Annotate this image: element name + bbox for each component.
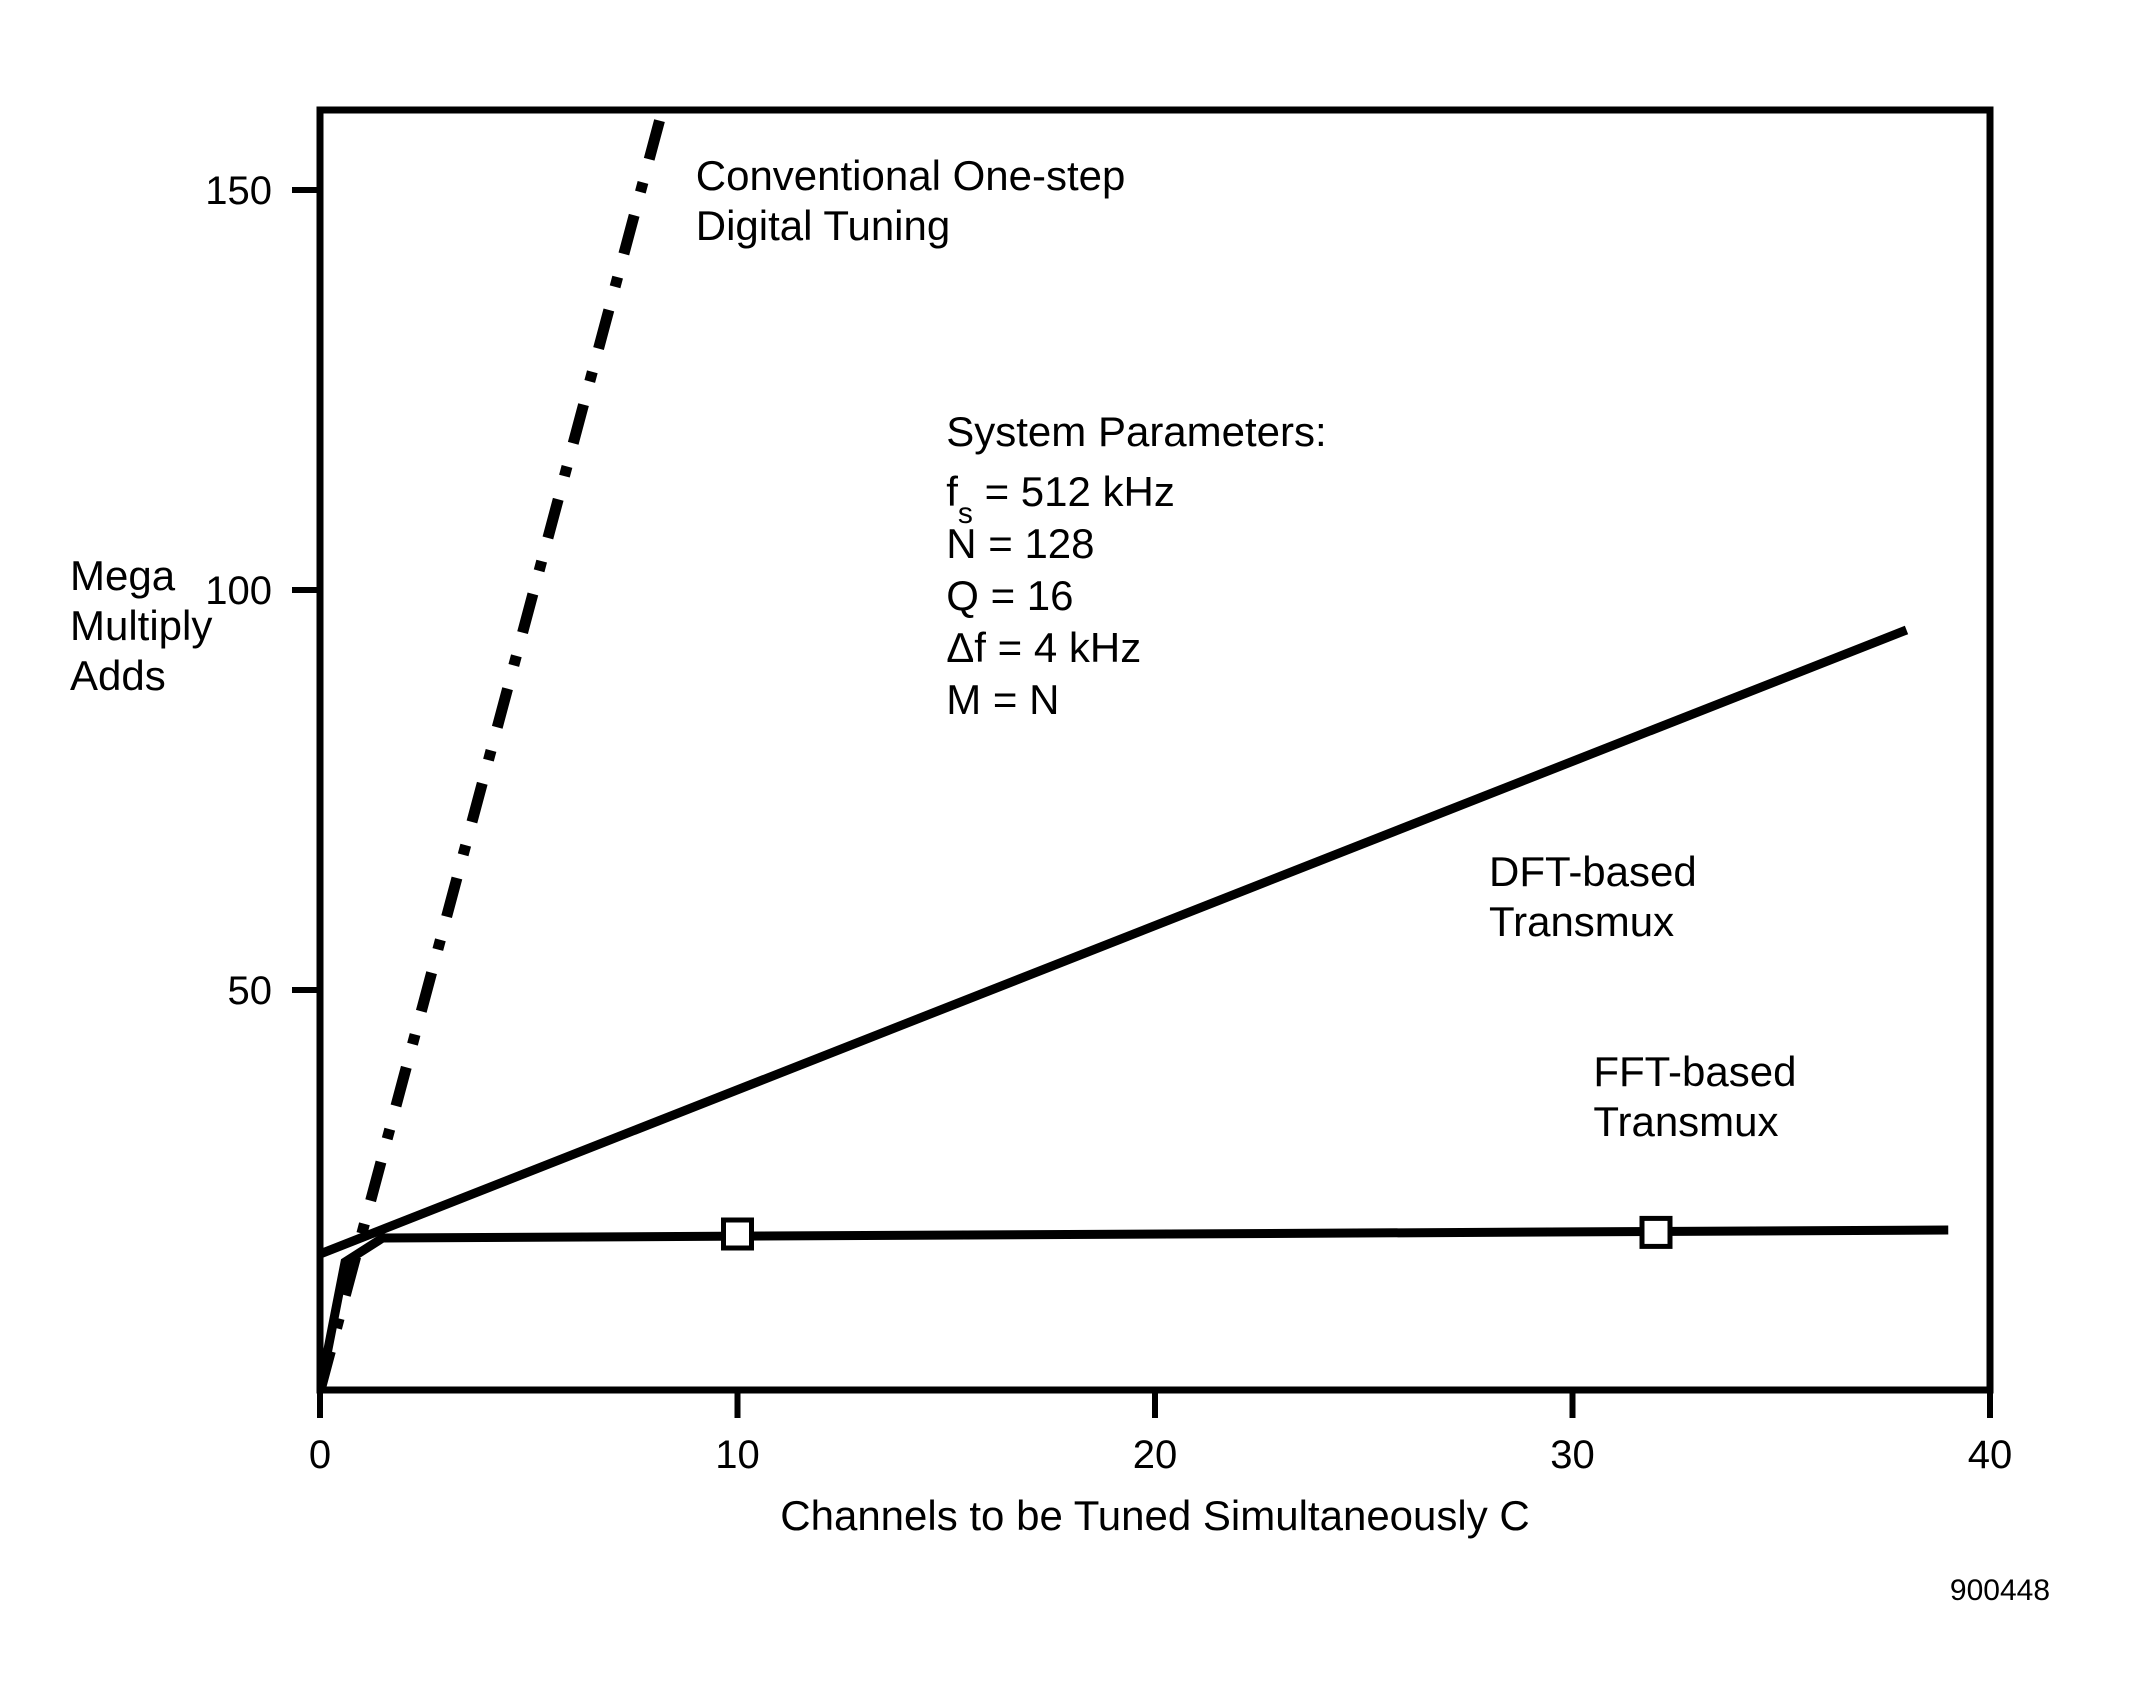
y-tick-label: 150 xyxy=(205,169,272,213)
series-fft-label: FFT-based xyxy=(1593,1048,1796,1095)
x-tick-label: 20 xyxy=(1133,1433,1178,1477)
plot-area xyxy=(320,110,1948,1390)
series-dft-label: Transmux xyxy=(1489,898,1674,945)
x-axis-title: Channels to be Tuned Simultaneously C xyxy=(780,1492,1529,1539)
parameters-line: Q = 16 xyxy=(946,572,1073,619)
y-axis-title-line: Mega xyxy=(70,552,176,599)
x-tick-label: 10 xyxy=(715,1433,760,1477)
x-tick-label: 40 xyxy=(1968,1433,2013,1477)
plot-border xyxy=(320,110,1990,1390)
x-tick-label: 30 xyxy=(1550,1433,1595,1477)
series-dft-label: DFT-based xyxy=(1489,848,1697,895)
y-axis-title: MegaMultiplyAdds xyxy=(70,552,212,699)
parameters-line: Δf = 4 kHz xyxy=(946,624,1141,671)
series-conventional-label: Conventional One-step xyxy=(696,152,1126,199)
y-axis-title-line: Multiply xyxy=(70,602,212,649)
series-fft xyxy=(320,1230,1948,1390)
series-conventional xyxy=(320,110,662,1390)
parameters-line: N = 128 xyxy=(946,520,1094,567)
chart-svg: 0 10 20 30 40 50 100 150 Channels to be Tuned Si… xyxy=(40,40,2091,1644)
parameters-heading: System Parameters: xyxy=(946,408,1326,455)
y-tick-label: 50 xyxy=(228,969,273,1013)
series-fft-marker xyxy=(1642,1218,1670,1246)
series-fft-marker xyxy=(724,1220,752,1248)
parameters-line: M = N xyxy=(946,676,1059,723)
y-axis-title-line: Adds xyxy=(70,652,166,699)
figure-id: 900448 xyxy=(1950,1574,2050,1607)
y-tick-label: 100 xyxy=(205,569,272,613)
series-fft-label: Transmux xyxy=(1593,1098,1778,1145)
chart-container: 0 10 20 30 40 50 100 150 Channels to be Tuned Si… xyxy=(40,40,2091,1644)
series-conventional-label: Digital Tuning xyxy=(696,202,950,249)
x-tick-label: 0 xyxy=(309,1433,331,1477)
